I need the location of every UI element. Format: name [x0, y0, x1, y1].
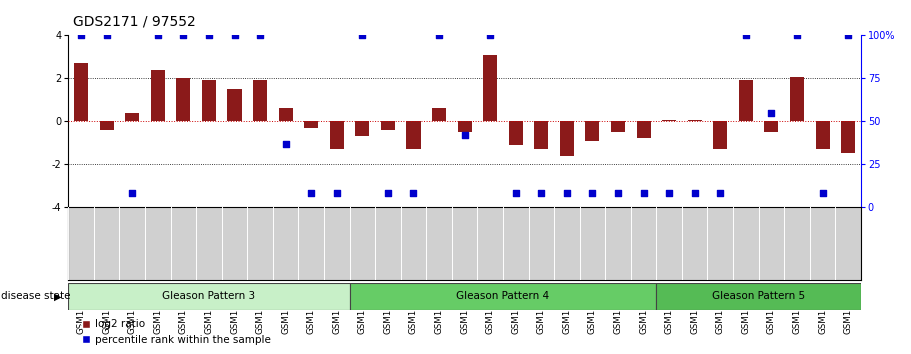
Point [534, 190, 548, 196]
Point [636, 190, 650, 196]
Point [508, 190, 523, 196]
Bar [99, 121, 114, 130]
Bar [534, 121, 548, 149]
Bar [381, 121, 395, 130]
Bar [560, 121, 574, 156]
FancyBboxPatch shape [350, 283, 656, 310]
FancyBboxPatch shape [656, 283, 861, 310]
Bar [688, 120, 701, 121]
Bar [713, 121, 727, 149]
Point [381, 190, 395, 196]
Point [483, 33, 497, 38]
Point [739, 33, 753, 38]
Text: Gleason Pattern 5: Gleason Pattern 5 [712, 291, 805, 302]
Point [457, 132, 472, 138]
Point [688, 190, 702, 196]
Text: Gleason Pattern 3: Gleason Pattern 3 [162, 291, 255, 302]
Point [252, 33, 267, 38]
Bar [586, 121, 599, 141]
Point [585, 190, 599, 196]
Point [355, 33, 370, 38]
Point [227, 33, 241, 38]
Point [150, 33, 165, 38]
Point [764, 110, 779, 115]
Point [330, 190, 344, 196]
Bar [330, 121, 343, 149]
Bar [611, 121, 625, 132]
Point [406, 190, 421, 196]
Point [74, 33, 88, 38]
Bar [483, 55, 497, 121]
Point [99, 33, 114, 38]
Text: disease state: disease state [1, 291, 70, 302]
Bar [406, 121, 421, 149]
Point [841, 33, 855, 38]
Bar [74, 63, 88, 121]
Text: GDS2171 / 97552: GDS2171 / 97552 [73, 14, 196, 28]
Bar [304, 121, 318, 128]
FancyBboxPatch shape [68, 283, 350, 310]
Bar [432, 108, 446, 121]
Point [610, 190, 625, 196]
Bar [125, 113, 139, 121]
Bar [815, 121, 830, 149]
Point [662, 190, 677, 196]
Bar [662, 120, 676, 121]
Point [815, 190, 830, 196]
Bar [355, 121, 369, 136]
Bar [228, 89, 241, 121]
Bar [841, 121, 855, 153]
Bar [457, 121, 472, 132]
Bar [739, 80, 752, 121]
Point [279, 141, 293, 147]
Bar [151, 70, 165, 121]
Bar [253, 80, 267, 121]
Point [176, 33, 190, 38]
Bar [508, 121, 523, 145]
Point [304, 190, 319, 196]
Point [125, 190, 139, 196]
Bar [764, 121, 778, 132]
Bar [790, 77, 804, 121]
Text: Gleason Pattern 4: Gleason Pattern 4 [456, 291, 549, 302]
Point [713, 190, 728, 196]
Text: ▶: ▶ [54, 291, 61, 302]
Legend: log2 ratio, percentile rank within the sample: log2 ratio, percentile rank within the s… [78, 315, 275, 349]
Bar [202, 80, 216, 121]
Bar [637, 121, 650, 138]
Point [559, 190, 574, 196]
Bar [279, 108, 292, 121]
Point [790, 33, 804, 38]
Point [432, 33, 446, 38]
Bar [177, 78, 190, 121]
Point [201, 33, 216, 38]
